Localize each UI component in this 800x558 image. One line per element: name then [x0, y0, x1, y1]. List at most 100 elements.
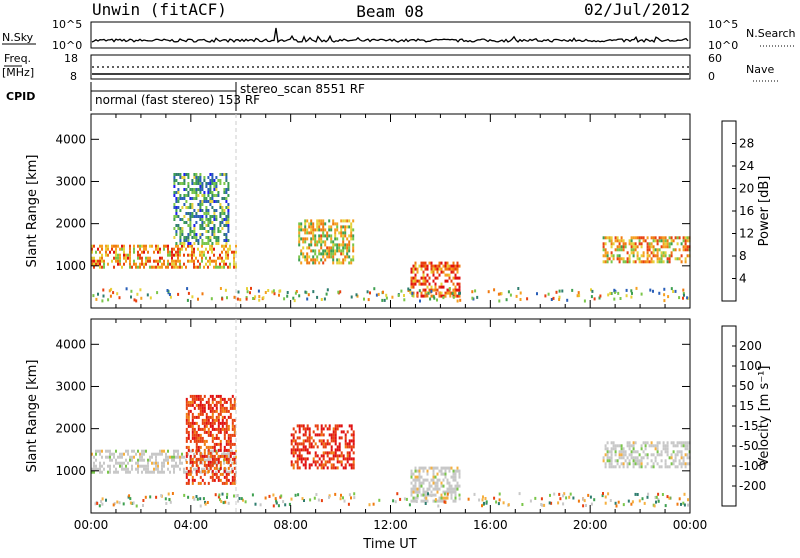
range-cell [298, 466, 301, 470]
range-cell [678, 296, 681, 300]
range-cell [191, 247, 193, 251]
range-cell [231, 427, 234, 431]
range-cell [320, 219, 323, 223]
range-cell [197, 397, 200, 401]
range-cell [654, 456, 657, 460]
range-cell [187, 185, 190, 188]
range-cell [189, 400, 192, 404]
range-cell [189, 457, 192, 461]
range-cell [338, 460, 341, 464]
range-cell [308, 225, 311, 229]
range-cell [143, 464, 145, 468]
range-cell [213, 445, 216, 449]
range-cell [650, 245, 653, 249]
range-cell [99, 244, 101, 248]
range-cell [654, 447, 657, 451]
range-cell [193, 188, 196, 191]
range-cell [145, 259, 147, 263]
range-cell [189, 215, 192, 218]
range-cell [163, 464, 165, 468]
range-cell [209, 409, 212, 413]
range-cell [674, 456, 677, 460]
range-cell [223, 421, 226, 425]
range-cell [221, 209, 224, 212]
range-cell [225, 256, 227, 260]
range-cell [432, 472, 435, 476]
range-cell [383, 298, 386, 302]
range-cell [330, 448, 333, 452]
range-cell [225, 442, 228, 446]
range-cell [609, 291, 612, 295]
range-cell [338, 445, 341, 449]
range-cell [294, 451, 297, 455]
range-cell [346, 442, 349, 446]
range-cell [193, 460, 196, 464]
range-cell [191, 460, 194, 464]
range-cell [310, 445, 313, 449]
range-cell [223, 188, 226, 191]
range-cell [668, 456, 671, 460]
range-cell [177, 265, 179, 269]
range-cell [201, 250, 203, 254]
range-cell [444, 469, 447, 473]
range-cell [656, 248, 659, 252]
range-cell [420, 499, 423, 503]
range-cell [199, 403, 202, 407]
range-cell [215, 400, 218, 404]
range-cell [446, 478, 449, 482]
range-cell [115, 250, 117, 254]
range-cell [672, 290, 675, 293]
range-cell [211, 182, 214, 185]
range-cell [193, 191, 196, 194]
range-cell [640, 459, 643, 463]
range-cell [642, 251, 645, 255]
range-cell [666, 495, 669, 499]
range-cell [458, 484, 461, 488]
range-cell [324, 228, 327, 232]
range-cell [519, 298, 522, 301]
range-cell [608, 450, 611, 454]
range-cell [660, 239, 663, 243]
range-cell [211, 424, 214, 428]
range-cell [330, 237, 333, 241]
range-cell [231, 475, 234, 479]
range-cell [332, 243, 335, 247]
range-cell [191, 203, 194, 206]
range-cell [587, 493, 590, 497]
range-cell [412, 279, 415, 283]
range-cell [227, 448, 230, 452]
range-cell [614, 447, 617, 451]
range-cell [183, 470, 185, 474]
range-cell [99, 470, 101, 474]
range-cell [660, 465, 663, 469]
range-cell [347, 502, 350, 506]
range-cell [121, 464, 123, 468]
range-cell [326, 246, 329, 250]
range-cell [211, 227, 214, 230]
range-cell [314, 442, 317, 446]
range-cell [604, 465, 607, 469]
range-cell [610, 450, 613, 454]
range-cell [195, 197, 198, 200]
range-cell [235, 461, 237, 465]
range-cell [219, 421, 222, 425]
range-cell [290, 451, 293, 455]
range-cell [217, 194, 220, 197]
range-cell [177, 292, 180, 296]
range-cell [320, 258, 323, 262]
range-cell [684, 260, 687, 264]
range-cell [167, 467, 169, 471]
range-cell [682, 444, 685, 448]
range-cell [414, 475, 417, 479]
range-cell [613, 297, 616, 301]
range-cell [191, 259, 193, 263]
range-cell [111, 458, 113, 462]
range-cell [680, 453, 683, 457]
range-cell [177, 224, 180, 227]
range-cell [346, 225, 349, 229]
range-cell [583, 299, 586, 303]
range-cell [244, 500, 247, 504]
range-cell [213, 185, 216, 188]
range-cell [342, 246, 345, 250]
range-cell [187, 218, 190, 221]
